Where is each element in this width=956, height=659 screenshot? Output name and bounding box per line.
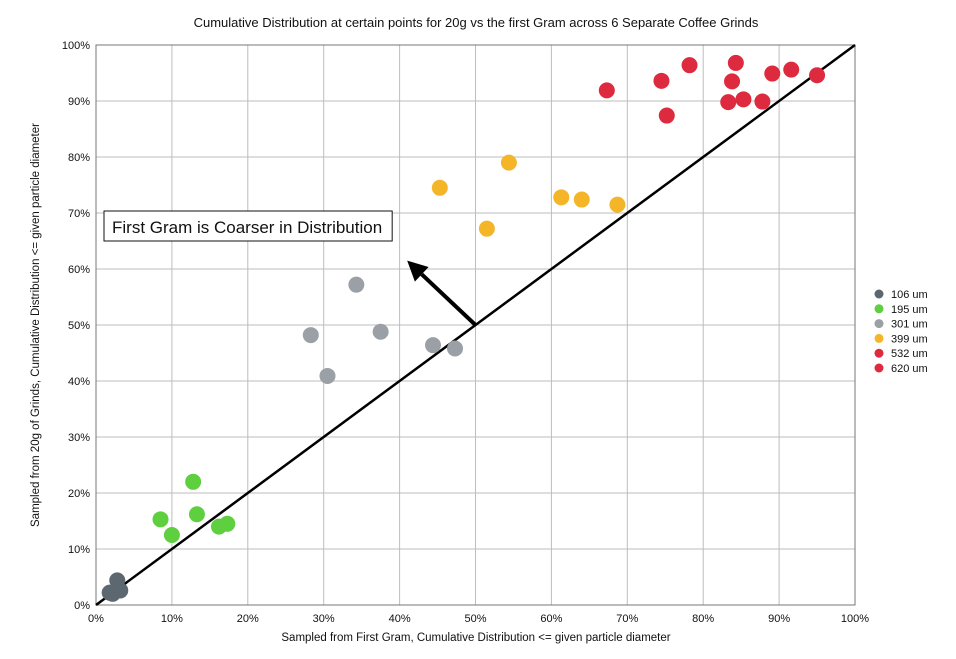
annotation: First Gram is Coarser in Distribution (103, 210, 477, 327)
legend-marker (874, 319, 884, 329)
y-tick-label: 50% (68, 320, 90, 332)
data-point (681, 57, 698, 74)
y-tick-label: 20% (68, 488, 90, 500)
y-tick-label: 60% (68, 264, 90, 276)
x-tick-label: 10% (161, 613, 183, 625)
legend-marker (874, 304, 884, 314)
y-tick-label: 100% (62, 40, 90, 52)
data-point (319, 367, 336, 384)
data-point (553, 189, 570, 206)
data-point (431, 179, 448, 196)
x-tick-label: 90% (768, 613, 790, 625)
x-tick-label: 20% (237, 613, 259, 625)
y-tick-label: 0% (74, 600, 90, 612)
data-point (112, 582, 129, 599)
y-tick-label: 90% (68, 96, 90, 108)
chart-title: Cumulative Distribution at certain point… (194, 15, 759, 30)
data-point (783, 61, 800, 78)
data-point (348, 276, 365, 293)
y-tick-label: 70% (68, 208, 90, 220)
legend-label: 620 um (891, 363, 928, 375)
data-point (447, 340, 464, 357)
y-axis-ticks: 0% 10% 20% 30% 40% 50% 60% 70% 80% 90% 100% (62, 40, 90, 612)
x-tick-label: 50% (464, 613, 486, 625)
legend-marker (874, 289, 884, 299)
legend-label: 195 um (891, 304, 928, 316)
legend-label: 532 um (891, 348, 928, 360)
data-point (500, 154, 517, 171)
legend-label: 399 um (891, 333, 928, 345)
y-tick-label: 30% (68, 432, 90, 444)
plot-frame (95, 44, 856, 606)
y-axis-label: Sampled from 20g of Grinds, Cumulative D… (30, 123, 42, 527)
data-point (188, 506, 205, 523)
annotation-text: First Gram is Coarser in Distribution (112, 218, 382, 237)
x-tick-label: 70% (616, 613, 638, 625)
legend: 106 um 195 um 301 um 399 um 532 um 620 um (874, 289, 928, 375)
data-point (372, 323, 389, 340)
data-point (302, 327, 319, 344)
data-point (735, 91, 752, 108)
x-tick-label: 0% (88, 613, 104, 625)
x-axis-ticks: 0% 10% 20% 30% 40% 50% 60% 70% 80% 90% 100% (88, 613, 869, 625)
data-point (573, 191, 590, 208)
legend-marker (874, 348, 884, 358)
x-axis-label: Sampled from First Gram, Cumulative Dist… (281, 632, 670, 644)
annotation-box (103, 210, 393, 242)
x-tick-label: 40% (389, 613, 411, 625)
y-tick-label: 80% (68, 152, 90, 164)
data-point (478, 220, 495, 237)
legend-label: 301 um (891, 319, 928, 331)
data-point (185, 473, 202, 490)
data-point (163, 527, 180, 543)
legend-marker (874, 363, 884, 373)
data-point (724, 73, 741, 90)
legend-label: 106 um (891, 289, 928, 301)
data-point (653, 72, 670, 89)
data-point (219, 515, 236, 532)
data-point (609, 196, 626, 213)
data-point (424, 337, 441, 354)
annotation-arrow-shaft (420, 272, 477, 327)
data-point (754, 93, 771, 110)
legend-marker (874, 333, 884, 343)
annotation-arrow-head (407, 260, 429, 282)
data-point (658, 107, 675, 124)
y-tick-label: 40% (68, 376, 90, 388)
x-tick-label: 60% (540, 613, 562, 625)
data-points (101, 54, 826, 602)
data-point (720, 94, 737, 111)
x-tick-label: 100% (841, 613, 869, 625)
data-point (809, 67, 826, 84)
data-point (764, 65, 781, 82)
data-point (727, 54, 744, 71)
x-tick-label: 80% (692, 613, 714, 625)
y-tick-label: 10% (68, 544, 90, 556)
x-tick-label: 30% (313, 613, 335, 625)
data-point (152, 511, 169, 528)
data-point (598, 82, 615, 99)
